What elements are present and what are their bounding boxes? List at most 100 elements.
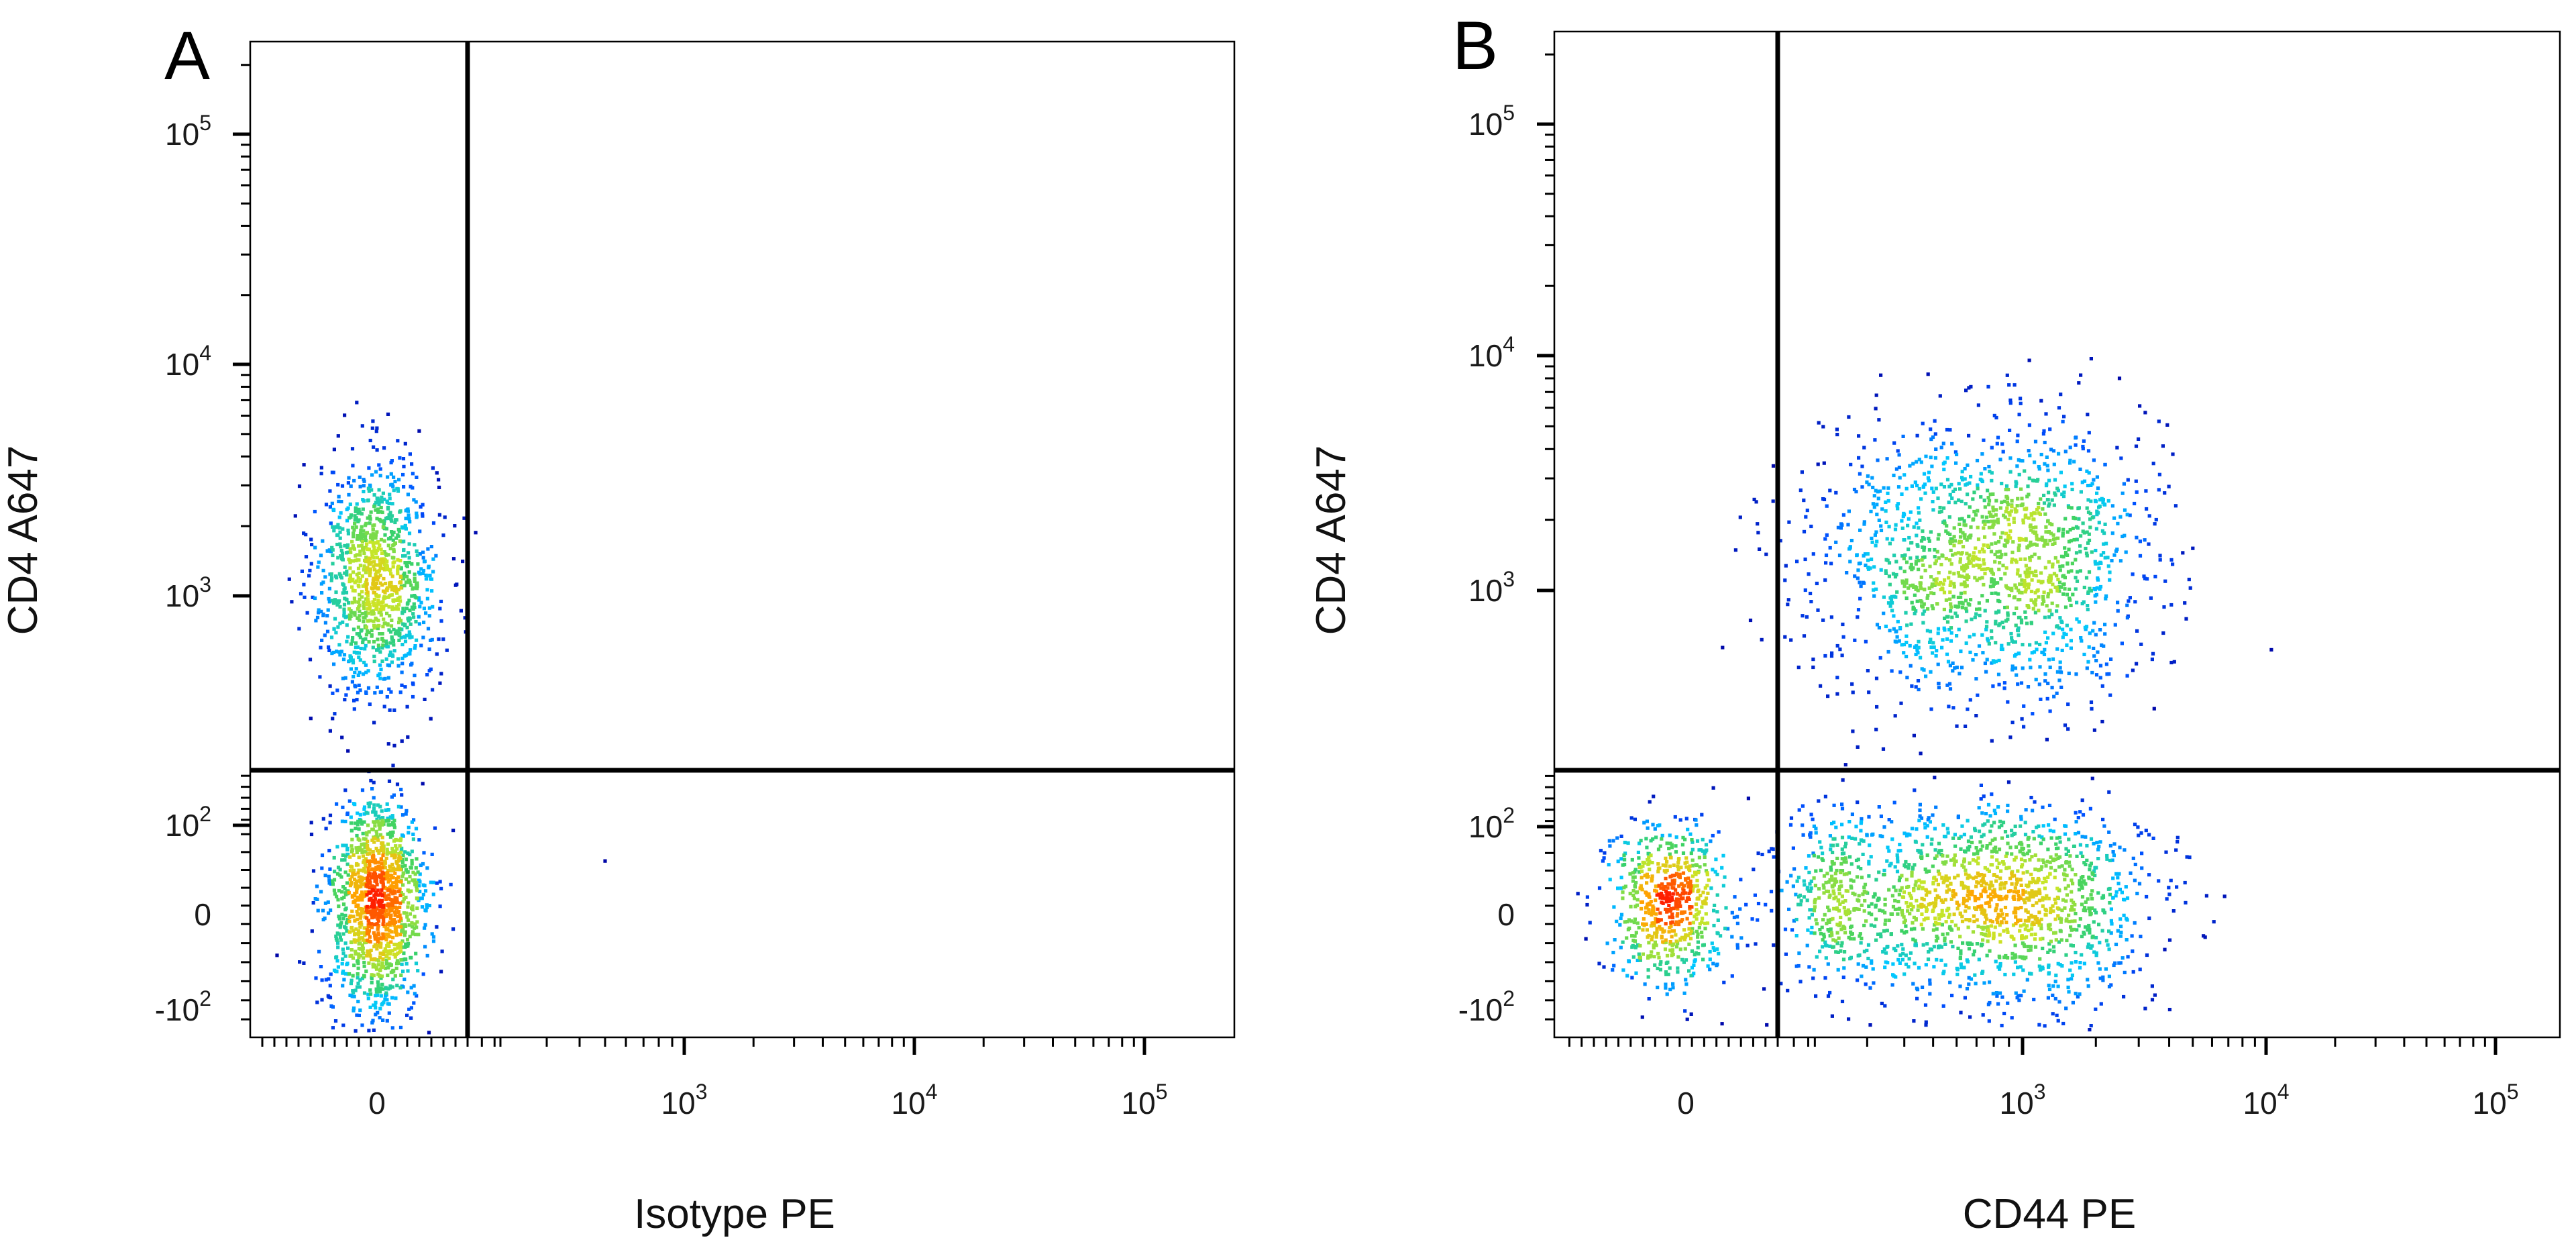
- event-dot: [331, 1026, 335, 1030]
- event-dot: [2075, 928, 2079, 932]
- event-dot: [1884, 500, 1888, 504]
- event-dot: [309, 717, 313, 721]
- event-dot: [417, 933, 421, 937]
- event-dot: [401, 970, 405, 974]
- event-dot: [463, 616, 467, 620]
- event-dot: [1866, 552, 1870, 556]
- event-dot: [1584, 937, 1588, 941]
- event-dot: [1829, 654, 1834, 658]
- event-dot: [1871, 967, 1875, 971]
- event-dot: [2039, 399, 2043, 403]
- event-dot: [388, 653, 392, 658]
- event-dot: [408, 874, 412, 879]
- event-dot: [2074, 576, 2078, 580]
- event-dot: [1982, 794, 1986, 798]
- event-dot: [1976, 851, 1980, 855]
- event-dot: [1977, 829, 1982, 833]
- event-dot: [1933, 827, 1937, 831]
- event-dot: [358, 578, 362, 582]
- event-dot: [343, 954, 347, 958]
- event-dot: [358, 913, 362, 917]
- event-dot: [401, 871, 406, 875]
- event-dot: [1801, 614, 1805, 618]
- event-dot: [395, 629, 399, 633]
- event-dot: [351, 989, 355, 993]
- event-dot: [357, 544, 361, 548]
- event-dot: [1667, 847, 1671, 851]
- event-dot: [1608, 878, 1612, 882]
- event-dot: [2143, 411, 2147, 415]
- event-dot: [1892, 473, 1896, 478]
- event-dot: [2061, 564, 2065, 568]
- event-dot: [412, 879, 416, 883]
- event-dot: [380, 911, 384, 915]
- event-dot: [2043, 615, 2047, 619]
- event-dot: [1977, 957, 1981, 962]
- event-dot: [1923, 822, 1927, 826]
- event-dot: [2051, 829, 2055, 833]
- event-dot: [389, 472, 393, 476]
- event-dot: [386, 973, 390, 978]
- event-dot: [2055, 691, 2059, 695]
- event-dot: [337, 917, 341, 921]
- event-dot: [2000, 500, 2004, 505]
- event-dot: [385, 998, 389, 1002]
- event-dot: [1879, 814, 1883, 819]
- event-dot: [1840, 941, 1844, 945]
- event-dot: [1968, 845, 1972, 849]
- event-dot: [1916, 544, 1920, 548]
- event-dot: [1941, 972, 1945, 976]
- event-dot: [403, 864, 407, 868]
- event-dot: [1890, 983, 1894, 987]
- event-dot: [1943, 942, 1947, 946]
- event-dot: [1874, 530, 1878, 534]
- event-dot: [1856, 615, 1860, 619]
- event-dot: [1866, 566, 1870, 570]
- event-dot: [365, 568, 369, 572]
- event-dot: [1892, 627, 1896, 631]
- event-dot: [362, 534, 366, 538]
- event-dot: [1917, 559, 1921, 563]
- event-dot: [1904, 924, 1908, 928]
- event-dot: [1912, 1019, 1916, 1023]
- event-dot: [2033, 611, 2037, 615]
- event-dot: [2032, 478, 2036, 483]
- event-dot: [406, 851, 410, 855]
- event-dot: [392, 708, 396, 712]
- event-dot: [356, 982, 360, 986]
- event-dot: [1824, 561, 1828, 565]
- event-dot: [407, 513, 411, 517]
- event-dot: [2061, 574, 2065, 578]
- event-dot: [323, 621, 327, 625]
- event-dot: [1971, 658, 1975, 662]
- event-dot: [405, 915, 409, 919]
- event-dot: [1873, 533, 1877, 537]
- event-dot: [2013, 640, 2017, 644]
- event-dot: [1996, 965, 2000, 969]
- event-dot: [393, 871, 397, 875]
- event-dot: [394, 844, 398, 848]
- event-dot: [1875, 705, 1879, 709]
- event-dot: [1959, 962, 1963, 966]
- event-dot: [1963, 996, 1967, 1000]
- event-dot: [431, 688, 435, 692]
- event-dot: [319, 472, 323, 476]
- event-dot: [1990, 838, 1994, 842]
- event-dot: [398, 509, 402, 513]
- event-dot: [2068, 933, 2072, 937]
- event-dot: [2063, 576, 2067, 580]
- event-dot: [2034, 641, 2038, 645]
- event-dot: [2064, 824, 2068, 828]
- event-dot: [1904, 640, 1909, 645]
- event-dot: [2044, 641, 2048, 645]
- event-dot: [343, 586, 347, 590]
- event-dot: [419, 643, 423, 647]
- event-dot: [411, 904, 415, 908]
- event-dot: [1880, 835, 1884, 839]
- event-dot: [1953, 833, 1957, 837]
- event-dot: [2001, 821, 2006, 825]
- event-dot: [333, 1019, 338, 1023]
- event-dot: [1962, 519, 1966, 523]
- event-dot: [2043, 630, 2047, 634]
- event-dot: [1963, 849, 1967, 853]
